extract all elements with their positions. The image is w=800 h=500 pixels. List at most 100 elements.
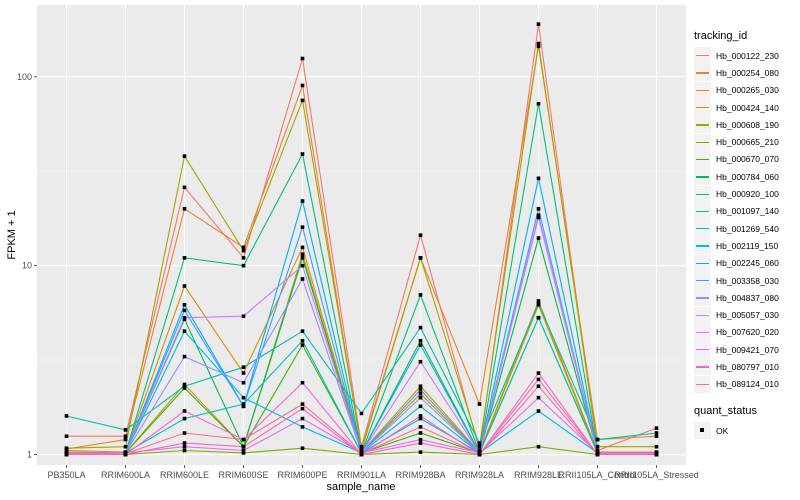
data-point xyxy=(536,301,541,306)
data-point xyxy=(123,428,128,432)
data-point xyxy=(654,444,659,449)
data-point xyxy=(536,371,541,375)
data-point xyxy=(300,83,305,88)
data-point xyxy=(64,434,69,439)
data-point xyxy=(241,263,246,268)
data-point xyxy=(300,263,305,268)
legend-item-ok: OK xyxy=(694,422,757,440)
data-point xyxy=(477,441,482,445)
legend-key-line-icon xyxy=(694,81,711,99)
legend-item: Hb_007620_020 xyxy=(694,323,779,341)
legend-label: Hb_002119_150 xyxy=(716,240,779,251)
data-point xyxy=(418,414,423,418)
data-point xyxy=(300,152,305,156)
legend-key-line-icon xyxy=(694,306,711,324)
data-point xyxy=(123,444,128,449)
data-point xyxy=(241,444,246,449)
data-point xyxy=(418,388,423,392)
data-point xyxy=(595,437,600,442)
data-point xyxy=(359,446,364,451)
data-point xyxy=(182,256,187,260)
legend-tracking-id: tracking_id Hb_000122_230 Hb_000254_080 Hb… xyxy=(694,30,779,393)
legend-item: Hb_080797_010 xyxy=(694,358,779,376)
legend-key-line-icon xyxy=(694,202,711,220)
legend-key-line-icon xyxy=(694,220,711,238)
data-point xyxy=(241,314,246,318)
y-tick-label: 1 xyxy=(27,450,32,460)
x-tick-label: RRIM600LA xyxy=(101,470,150,480)
x-tick-label: PB350LA xyxy=(47,470,85,480)
data-point xyxy=(536,299,541,303)
data-point xyxy=(418,404,423,409)
legend-key-line-icon xyxy=(694,116,711,134)
data-point xyxy=(536,236,541,240)
data-point xyxy=(182,386,187,390)
legend-label: Hb_000670_070 xyxy=(716,154,779,165)
data-point xyxy=(64,446,69,451)
data-point xyxy=(300,277,305,281)
data-point xyxy=(300,339,305,343)
legend-item: Hb_005057_030 xyxy=(694,306,779,324)
legend-label: Hb_005057_030 xyxy=(716,310,779,321)
legend-key-line-icon xyxy=(694,47,711,65)
data-point xyxy=(182,303,187,307)
data-point xyxy=(182,444,187,449)
legend-items: Hb_000122_230 Hb_000254_080 Hb_000265_030 H… xyxy=(694,47,779,393)
data-point xyxy=(182,384,187,389)
data-point xyxy=(300,416,305,421)
data-point xyxy=(418,425,423,429)
data-point xyxy=(477,402,482,406)
data-point xyxy=(536,176,541,181)
legend-item: Hb_009421_070 xyxy=(694,341,779,359)
x-tick-label: RRIM928BA xyxy=(395,470,445,480)
data-point xyxy=(654,451,659,456)
data-point xyxy=(182,185,187,190)
legend-key-line-icon xyxy=(694,341,711,359)
legend-label: Hb_007620_020 xyxy=(716,327,779,338)
legend-item: Hb_000265_030 xyxy=(694,81,779,99)
data-point xyxy=(536,215,541,220)
data-point xyxy=(182,416,187,421)
legend-key-line-icon xyxy=(694,358,711,376)
legend-label: Hb_009421_070 xyxy=(716,344,779,355)
data-point xyxy=(241,256,246,260)
data-point xyxy=(418,391,423,396)
data-point xyxy=(123,437,128,442)
legend-key-line-icon xyxy=(694,168,711,186)
data-point xyxy=(182,431,187,435)
data-point xyxy=(300,252,305,256)
data-point xyxy=(536,41,541,46)
legend-item: Hb_000424_140 xyxy=(694,99,779,117)
data-point xyxy=(418,416,423,421)
data-point xyxy=(536,213,541,218)
legend-key-line-icon xyxy=(694,375,711,393)
data-point xyxy=(418,359,423,364)
data-point xyxy=(182,441,187,445)
legend-label: Hb_002245_060 xyxy=(716,258,779,269)
data-point xyxy=(418,441,423,445)
legend-label: Hb_089124_010 xyxy=(716,379,779,390)
legend-item: Hb_004837_080 xyxy=(694,289,779,307)
legend-key-line-icon xyxy=(694,289,711,307)
legend-key-line-icon xyxy=(694,254,711,272)
data-point xyxy=(300,406,305,411)
data-point xyxy=(300,446,305,451)
data-point xyxy=(241,248,246,253)
data-point xyxy=(418,233,423,237)
data-point xyxy=(536,101,541,106)
data-point xyxy=(654,426,659,430)
legend-key-line-icon xyxy=(694,272,711,289)
data-point xyxy=(418,384,423,389)
data-point xyxy=(536,409,541,413)
x-tick-label: RRIM600PE xyxy=(277,470,327,480)
x-tick-label: RRIM928LE xyxy=(514,470,563,480)
legend-item: Hb_000122_230 xyxy=(694,47,779,65)
legend-item: Hb_001269_540 xyxy=(694,220,779,238)
data-point xyxy=(241,380,246,385)
legend-label: Hb_001269_540 xyxy=(716,223,779,234)
data-point xyxy=(300,425,305,429)
x-tick-label: RRIM928LA xyxy=(455,470,504,480)
data-point xyxy=(418,437,423,442)
legend-item: Hb_003358_030 xyxy=(694,272,779,289)
